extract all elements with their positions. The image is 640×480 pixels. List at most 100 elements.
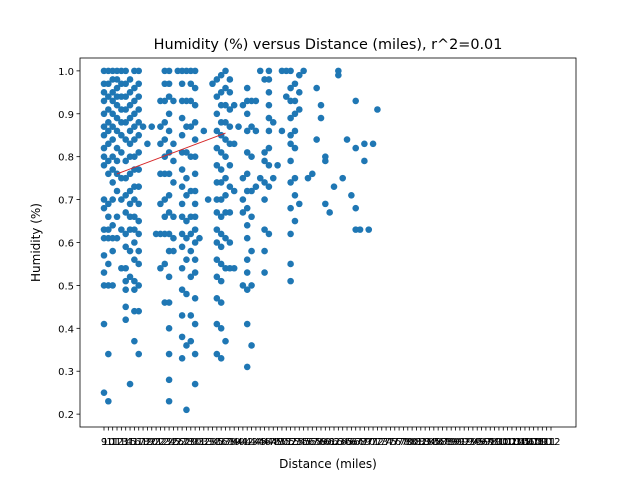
data-point — [239, 101, 247, 109]
data-point — [105, 170, 112, 178]
data-point — [183, 256, 190, 263]
data-point — [165, 230, 173, 238]
chart-title: Humidity (%) versus Distance (miles), r^… — [154, 37, 503, 53]
data-point — [105, 350, 112, 358]
x-tick-label: 70 — [362, 437, 375, 448]
data-point — [135, 230, 143, 238]
data-point — [226, 89, 234, 96]
data-points — [100, 67, 381, 414]
data-point — [343, 136, 351, 143]
data-point — [191, 294, 199, 302]
data-point — [100, 97, 108, 105]
data-point — [122, 174, 129, 182]
data-point — [126, 273, 134, 281]
data-point — [274, 161, 281, 169]
x-tick-label: 78 — [397, 437, 410, 448]
y-tick-label: 0.2 — [58, 410, 74, 421]
x-tick-label: 63 — [332, 437, 345, 448]
data-point — [100, 123, 108, 130]
x-tick-label: 87 — [436, 437, 449, 448]
data-point — [109, 282, 116, 289]
data-point — [243, 320, 251, 328]
data-point — [213, 110, 221, 118]
data-point — [291, 144, 299, 152]
data-point — [265, 230, 273, 238]
data-point — [300, 67, 307, 75]
data-point — [191, 119, 199, 126]
y-tick-label: 0.7 — [58, 196, 74, 207]
x-tick-label: 51 — [280, 437, 293, 448]
x-tick-label: 23 — [158, 437, 171, 448]
data-point — [265, 76, 273, 83]
data-point — [213, 161, 221, 169]
x-tick-label: 65 — [341, 437, 354, 448]
data-point — [131, 239, 138, 246]
data-point — [213, 320, 221, 328]
plot-frame — [79, 57, 577, 428]
data-point — [135, 149, 143, 156]
data-point — [122, 264, 129, 272]
x-tick-label: 99 — [488, 437, 501, 448]
data-point — [291, 80, 299, 88]
data-point — [100, 204, 108, 212]
data-point — [187, 97, 195, 105]
data-point — [261, 179, 268, 186]
data-point — [248, 213, 255, 221]
x-tick-label: 66 — [345, 437, 358, 448]
data-point — [105, 127, 112, 135]
data-point — [161, 196, 169, 203]
data-point — [326, 209, 333, 216]
x-tick-label: 14 — [119, 437, 132, 448]
data-point — [105, 213, 112, 221]
data-point — [165, 325, 173, 332]
x-tick-label: 85 — [427, 437, 440, 448]
x-tick-label: 56 — [302, 437, 315, 448]
data-point — [291, 127, 299, 135]
data-point — [213, 76, 221, 83]
x-tick-label: 103 — [502, 437, 521, 448]
data-point — [170, 213, 177, 221]
data-point — [148, 123, 156, 130]
data-point — [230, 264, 238, 272]
x-tick-label: 43 — [245, 437, 258, 448]
x-tick-label: 74 — [380, 437, 393, 448]
data-point — [126, 101, 134, 109]
data-point — [222, 119, 229, 126]
x-tick-label: 61 — [323, 437, 336, 448]
data-point — [287, 67, 294, 75]
data-point — [135, 119, 143, 126]
x-tick-label: 76 — [388, 437, 401, 448]
data-point — [183, 290, 190, 298]
data-point — [135, 80, 143, 88]
x-tick-label: 67 — [349, 437, 362, 448]
data-point — [243, 204, 251, 212]
x-tick-label: 31 — [193, 437, 206, 448]
data-point — [356, 226, 364, 233]
data-point — [217, 71, 225, 79]
x-tick-label: 11 — [106, 437, 119, 448]
data-point — [265, 183, 273, 191]
x-tick-label: 90 — [449, 437, 462, 448]
data-point — [369, 140, 377, 148]
data-point — [100, 89, 108, 96]
data-point — [100, 269, 108, 276]
x-tick-label: 29 — [184, 437, 197, 448]
data-point — [105, 226, 112, 233]
data-point — [100, 161, 108, 169]
data-point — [122, 316, 129, 324]
data-point — [183, 149, 190, 156]
data-point — [113, 84, 121, 92]
data-point — [191, 320, 199, 328]
data-point — [248, 153, 255, 160]
data-point — [213, 226, 221, 233]
data-point — [217, 325, 225, 332]
data-point — [282, 93, 290, 100]
data-point — [217, 149, 225, 156]
data-point — [105, 106, 112, 113]
data-point — [226, 123, 234, 130]
data-point — [178, 230, 186, 238]
data-point — [191, 380, 199, 388]
data-point — [126, 380, 134, 388]
x-tick-label: 13 — [115, 437, 128, 448]
